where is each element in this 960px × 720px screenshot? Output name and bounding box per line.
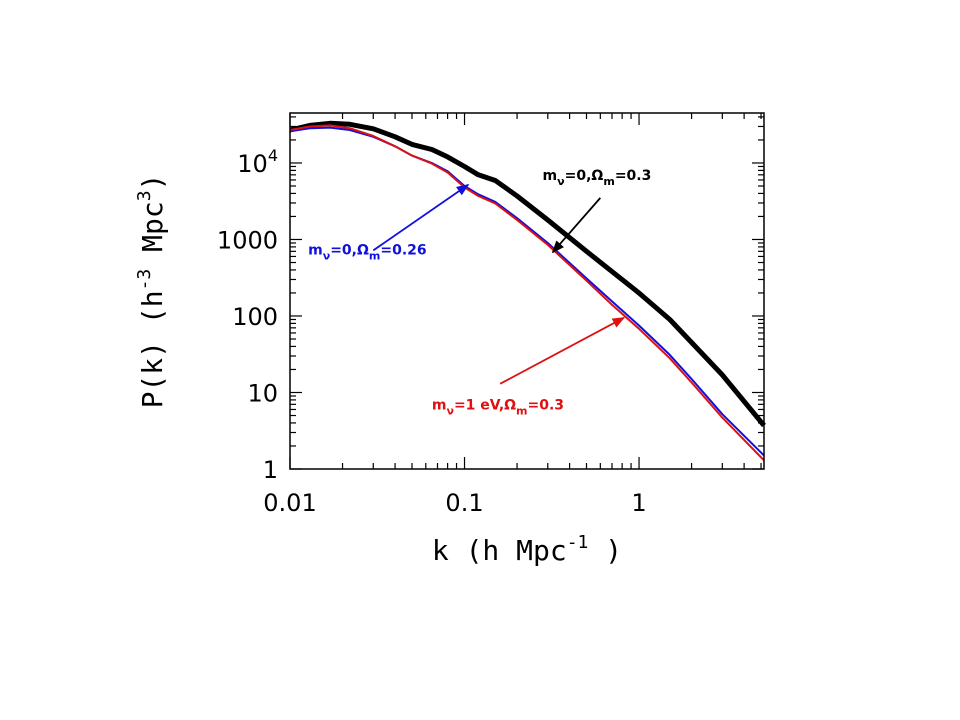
annotation-arrow (551, 197, 602, 254)
x-tick-label: 0.1 (445, 489, 483, 517)
annotation-arrow (499, 316, 626, 385)
x-tick-label: 1 (631, 489, 646, 517)
annotation-label: mν=0,Ωm=0.3 (543, 168, 652, 188)
annotation-label: mν=1 eV,Ωm=0.3 (432, 397, 564, 417)
series-line-0 (289, 120, 766, 428)
y-tick-label: 104 (237, 146, 278, 178)
series-line-1 (289, 126, 765, 457)
annotation-label: mν=0,Ωm=0.26 (308, 242, 427, 262)
tick-layer (289, 113, 764, 470)
series-layer (289, 120, 766, 461)
x-tick-label: 0.01 (263, 489, 316, 517)
label-layer: 0.01 0.1 1 1 10 100 1000 104 k (h Mpc-1 ) P(k) (h… (134, 146, 647, 567)
annotation-layer: mν=0,Ωm=0.3 mν=0,Ωm=0.26 mν=1 eV,Ωm=0.3 (308, 168, 651, 418)
x-axis-label: k (h Mpc-1 ) (432, 532, 622, 567)
plot-frame (289, 112, 765, 470)
y-tick-label: 1 (263, 456, 278, 484)
y-tick-label: 10 (247, 379, 278, 407)
y-axis-label: P(k) (h-3 Mpc3) (134, 174, 169, 409)
y-tick-label: 100 (232, 303, 278, 331)
annotation-arrow (372, 183, 470, 252)
series-line-2 (289, 124, 765, 461)
y-tick-label: 1000 (217, 226, 278, 254)
